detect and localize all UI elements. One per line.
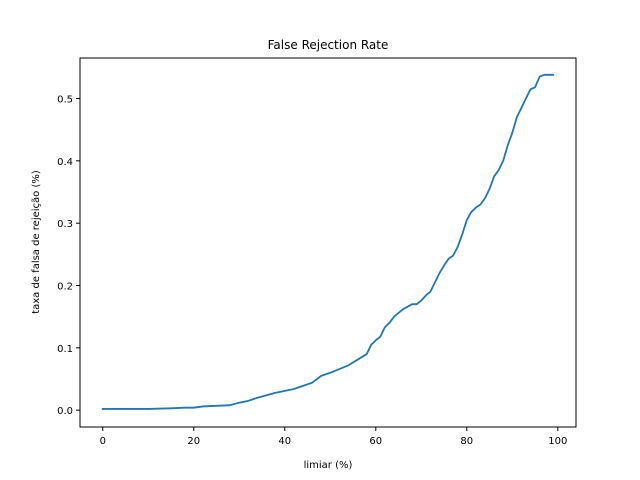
x-axis: 0 20 40 60 80 100 [100, 427, 567, 447]
x-tick-label: 40 [278, 436, 291, 447]
y-tick-label: 0.2 [57, 282, 73, 293]
plot-frame [79, 57, 577, 428]
x-tick-label: 80 [460, 436, 473, 447]
y-tick-label: 0.1 [57, 344, 73, 355]
y-axis-label: taxa de falsa de rejeição (%) [31, 170, 42, 314]
y-tick-label: 0.5 [57, 95, 73, 106]
plot-area [101, 73, 555, 410]
x-tick-label: 60 [369, 436, 382, 447]
x-tick-label: 20 [187, 436, 200, 447]
x-tick-label: 0 [100, 436, 106, 447]
y-tick-label: 0.3 [57, 219, 73, 230]
y-tick-label: 0.4 [57, 157, 73, 168]
y-tick-label: 0.0 [57, 406, 73, 417]
series-line [101, 73, 555, 410]
x-axis-label: limiar (%) [304, 460, 353, 471]
chart-title: False Rejection Rate [268, 38, 389, 52]
x-tick-label: 100 [548, 436, 567, 447]
y-axis: 0.0 0.1 0.2 0.3 0.4 0.5 [57, 95, 80, 417]
